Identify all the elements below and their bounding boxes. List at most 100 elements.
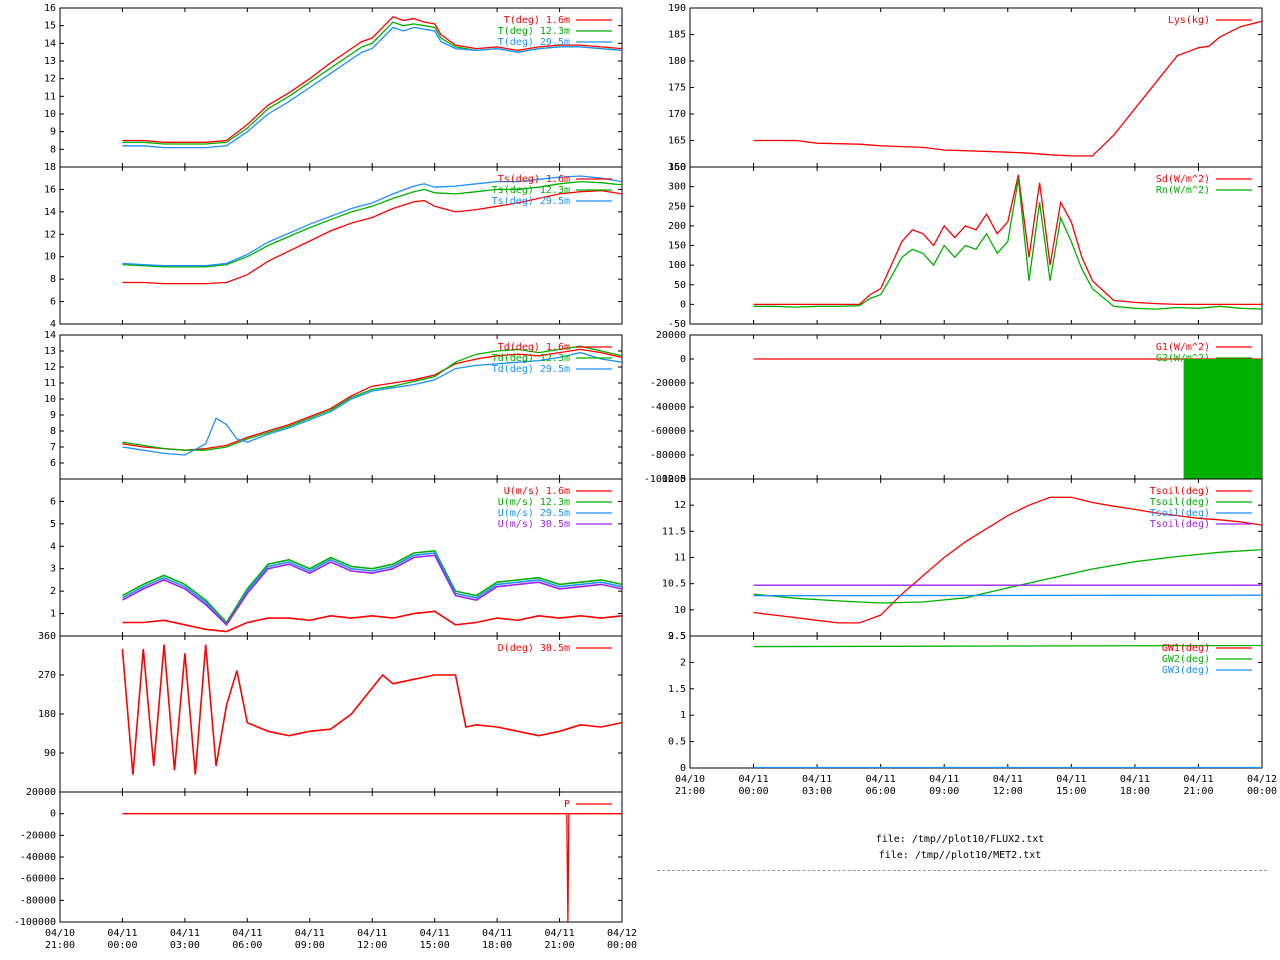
legend-label: Ts(deg) 12.3m xyxy=(492,185,570,196)
y-tick-label: 9 xyxy=(50,127,56,138)
y-tick-label: 250 xyxy=(668,201,686,212)
y-tick-label: 8 xyxy=(50,274,56,285)
y-tick-label: 10 xyxy=(44,109,56,120)
x-tick-label-date: 04/11 xyxy=(993,774,1023,785)
panel-G: -100000 -80000 -60000 -40000 -20000 0 20000 G1(… xyxy=(644,330,1263,485)
legend-label: U(m/s) 29.5m xyxy=(498,508,570,519)
y-tick-label: 5 xyxy=(50,519,56,530)
y-tick-label: 10 xyxy=(44,252,56,263)
y-tick-label: 4 xyxy=(50,541,56,552)
legend-label: Lys(kg) xyxy=(1168,15,1210,26)
series-line-0 xyxy=(122,189,622,285)
file-label-met: file: /tmp//plot10/MET2.txt xyxy=(878,850,1042,861)
y-tick-label: 2 xyxy=(50,586,56,597)
y-tick-label: 12 xyxy=(44,74,56,85)
y-tick-label: 2.5 xyxy=(668,631,686,642)
y-tick-label: -60000 xyxy=(20,874,56,885)
y-tick-label: 15 xyxy=(44,21,56,32)
series-area-1 xyxy=(1183,359,1262,479)
y-tick-label: 0 xyxy=(680,354,686,365)
y-tick-label: 2 xyxy=(680,657,686,668)
y-tick-label: 20000 xyxy=(26,787,56,798)
x-tick-label-date: 04/11 xyxy=(295,928,325,939)
panel-Lys: 160 165 170 175 180 185 190 Lys(kg) xyxy=(668,3,1263,173)
y-tick-label: 150 xyxy=(668,241,686,252)
x-tick-label-time: 21:00 xyxy=(45,940,75,951)
y-tick-label: 170 xyxy=(668,109,686,120)
y-tick-label: 0 xyxy=(680,763,686,774)
x-tick-label-date: 04/11 xyxy=(929,774,959,785)
y-tick-label: 1.5 xyxy=(668,684,686,695)
series-line-2 xyxy=(122,351,622,456)
x-tick-label-date: 04/11 xyxy=(866,774,896,785)
x-tick-label-date: 04/11 xyxy=(1183,774,1213,785)
y-tick-label: 7 xyxy=(50,442,56,453)
y-tick-label: 300 xyxy=(668,182,686,193)
y-tick-label: -100000 xyxy=(14,917,56,928)
panel-SdRn: -50 0 50 100 150 200 250 300 350 Sd(W/m^2)Rn(W/m^… xyxy=(668,162,1263,330)
series-line-1 xyxy=(753,548,1262,604)
y-tick-label: 8 xyxy=(50,144,56,155)
legend-label: Td(deg) 1.6m xyxy=(498,342,570,353)
series-line-0 xyxy=(122,16,622,143)
x-tick-label-time: 12:00 xyxy=(993,786,1023,797)
legend-label: T(deg) 29.5m xyxy=(498,37,570,48)
x-tick-label-date: 04/10 xyxy=(45,928,75,939)
panel-T: 8 9 10 11 12 13 14 15 16 T(deg) 1.6mT(deg) 12.3mT… xyxy=(44,3,623,168)
y-tick-label: 50 xyxy=(674,280,686,291)
x-tick-label-date: 04/11 xyxy=(802,774,832,785)
y-tick-label: 10 xyxy=(674,605,686,616)
legend-label: Ts(deg) 29.5m xyxy=(492,196,570,207)
x-tick-label-time: 18:00 xyxy=(1120,786,1150,797)
legend-label: GW1(deg) xyxy=(1162,643,1210,654)
y-tick-label: 185 xyxy=(668,30,686,41)
x-tick-label-date: 04/11 xyxy=(420,928,450,939)
y-tick-label: 360 xyxy=(38,631,56,642)
x-tick-label-date: 04/10 xyxy=(675,774,705,785)
series-line-0 xyxy=(122,348,622,451)
y-tick-label: 350 xyxy=(668,162,686,173)
panel-P: -100000 -80000 -60000 -40000 -20000 0 20000 04/… xyxy=(14,787,637,951)
panel-GW: 00.511.522.504/1021:0004/1100:0004/1103:… xyxy=(668,631,1277,797)
y-tick-label: 6 xyxy=(50,496,56,507)
series-line-1 xyxy=(122,345,622,451)
x-tick-label-time: 03:00 xyxy=(170,940,200,951)
legend-label: Tsoil(deg) xyxy=(1150,508,1210,519)
x-tick-label-time: 06:00 xyxy=(866,786,896,797)
legend-label: T(deg) 1.6m xyxy=(504,15,570,26)
series-line-0 xyxy=(122,813,622,922)
y-tick-label: 9.5 xyxy=(668,631,686,642)
y-tick-label: 18 xyxy=(44,162,56,173)
plot-frame xyxy=(689,7,1263,168)
x-tick-label-time: 09:00 xyxy=(295,940,325,951)
series-line-2 xyxy=(122,26,622,149)
x-tick-label-date: 04/12 xyxy=(607,928,637,939)
y-tick-label: -80000 xyxy=(650,450,686,461)
y-tick-label: 20000 xyxy=(656,330,686,341)
y-tick-label: 11.5 xyxy=(662,526,686,537)
panel-D: 90 180 270 360 D(deg) 30.5m xyxy=(38,631,623,793)
y-tick-label: 3 xyxy=(50,564,56,575)
y-tick-label: 1 xyxy=(50,609,56,620)
series-line-0 xyxy=(121,644,622,775)
y-tick-label: 12.5 xyxy=(662,474,686,485)
legend-label: GW2(deg) xyxy=(1162,654,1210,665)
y-tick-label: 165 xyxy=(668,136,686,147)
series-line-1 xyxy=(753,644,1262,648)
y-tick-label: 16 xyxy=(44,184,56,195)
x-tick-label-date: 04/12 xyxy=(1247,774,1277,785)
separator-line xyxy=(657,870,1267,871)
x-tick-label-time: 00:00 xyxy=(739,786,769,797)
x-tick-label-time: 15:00 xyxy=(1056,786,1086,797)
x-tick-label-date: 04/11 xyxy=(1120,774,1150,785)
y-tick-label: 0 xyxy=(50,809,56,820)
series-line-3 xyxy=(122,554,622,627)
legend-label: Td(deg) 29.5m xyxy=(492,364,570,375)
y-tick-label: -80000 xyxy=(20,895,56,906)
y-tick-label: -40000 xyxy=(650,402,686,413)
legend-label: Tsoil(deg) xyxy=(1150,497,1210,508)
legend-label: G2(W/m^2) xyxy=(1156,353,1210,364)
y-tick-label: 175 xyxy=(668,83,686,94)
